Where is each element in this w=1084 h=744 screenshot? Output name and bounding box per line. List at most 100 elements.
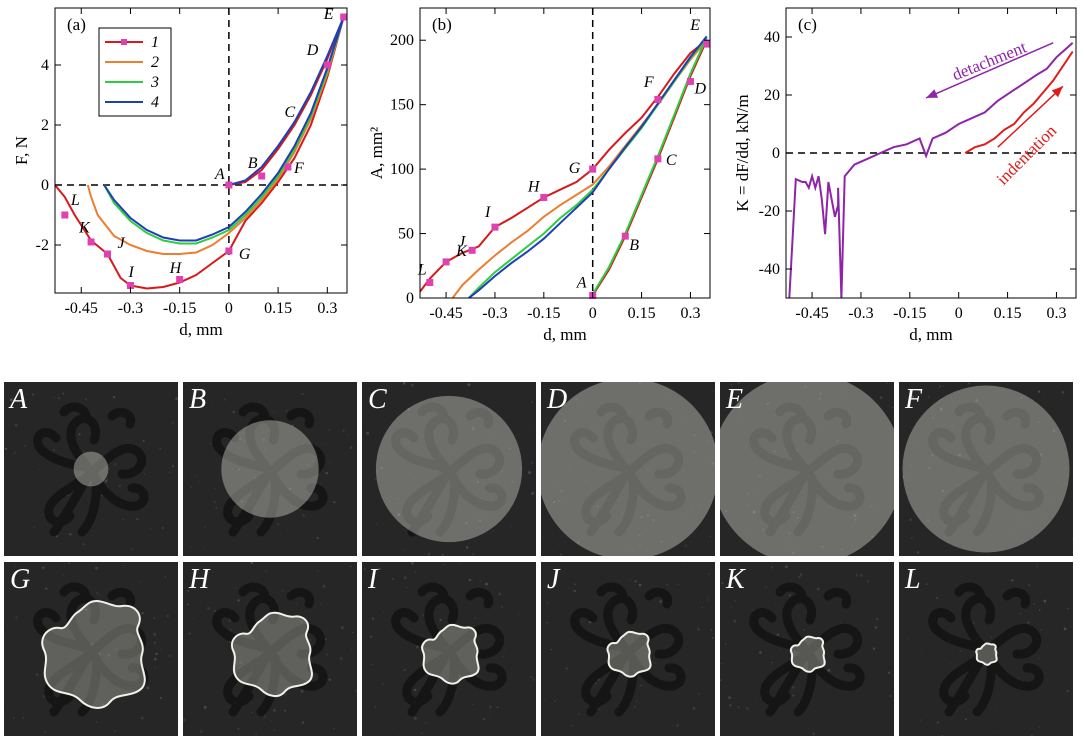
- data-marker: [87, 238, 95, 246]
- series-line-4: [468, 35, 708, 298]
- point-label-D: D: [693, 80, 706, 97]
- y-tick-label: -40: [759, 261, 780, 278]
- data-marker: [686, 77, 694, 85]
- x-tick-label: -0.15: [163, 300, 196, 317]
- photo-L: L: [899, 562, 1073, 736]
- x-tick-label: -0.45: [795, 305, 828, 322]
- y-axis-label: K = dF/dd, kN/m: [733, 94, 752, 211]
- point-label-E: E: [323, 6, 334, 23]
- y-tick-label: 4: [41, 57, 49, 74]
- data-marker: [225, 181, 233, 189]
- legend-entry-4: 4: [151, 94, 159, 111]
- y-axis-label: A, mm²: [367, 127, 386, 179]
- y-tick-label: 0: [772, 145, 780, 162]
- data-marker: [426, 279, 434, 287]
- specimen-pattern: [749, 402, 865, 537]
- data-marker: [589, 165, 597, 173]
- specimen-pattern: [391, 582, 507, 717]
- detachment-arrow: [925, 42, 1054, 99]
- point-label-A: A: [576, 274, 587, 291]
- photo-A: A: [4, 382, 178, 556]
- specimen-pattern: [928, 582, 1044, 717]
- y-tick-label: -2: [36, 237, 49, 254]
- photo-E: E: [720, 382, 894, 556]
- x-tick-label: 0.3: [317, 300, 337, 317]
- y-tick-label: 0: [406, 290, 414, 307]
- data-marker: [654, 96, 662, 104]
- point-label-D: D: [306, 42, 319, 59]
- legend-marker: [121, 39, 127, 45]
- legend-entry-1: 1: [151, 34, 159, 51]
- y-tick-label: 100: [390, 161, 414, 178]
- x-axis-label: d, mm: [909, 325, 952, 344]
- data-marker: [103, 250, 111, 258]
- photo-image: [4, 562, 178, 736]
- contact-disk: [720, 382, 894, 556]
- point-label-G: G: [569, 160, 581, 177]
- series-line-detachment: [788, 42, 1074, 298]
- contact-region: [41, 600, 146, 709]
- point-label-K: K: [455, 243, 468, 260]
- contact-region: [231, 611, 313, 698]
- y-tick-label: 150: [390, 97, 414, 114]
- photo-label: J: [547, 564, 560, 595]
- photo-image: [362, 382, 536, 556]
- plot-frame: [54, 7, 348, 294]
- photo-label: B: [189, 384, 207, 415]
- data-marker: [468, 246, 476, 254]
- point-label-L: L: [70, 192, 80, 209]
- specimen-pattern: [391, 402, 507, 537]
- series-line-3: [103, 16, 345, 245]
- contact-disk: [541, 382, 715, 556]
- data-marker: [176, 276, 184, 283]
- point-label-K: K: [78, 220, 91, 237]
- series-group: [420, 35, 708, 298]
- photo-H: H: [183, 562, 357, 736]
- photo-image: [362, 562, 536, 736]
- contact-disk: [902, 385, 1070, 553]
- x-axis-label: d, mm: [543, 325, 586, 344]
- photo-image: [541, 562, 715, 736]
- specimen-pattern: [33, 402, 149, 537]
- data-marker: [61, 211, 69, 219]
- data-marker: [323, 61, 331, 69]
- series-group: [788, 42, 1074, 298]
- panel-label: (b): [432, 15, 452, 34]
- data-marker: [284, 163, 292, 171]
- y-tick-label: 50: [398, 226, 414, 243]
- photo-image: [899, 382, 1073, 556]
- photo-K: K: [720, 562, 894, 736]
- point-label-F: F: [293, 160, 304, 177]
- x-tick-label: 0.3: [680, 305, 700, 322]
- photo-C: C: [362, 382, 536, 556]
- data-marker: [654, 155, 662, 163]
- data-marker: [225, 247, 233, 255]
- data-marker: [491, 223, 499, 231]
- photo-label: I: [368, 564, 378, 595]
- specimen-pattern: [212, 402, 328, 537]
- point-label-A: A: [214, 166, 225, 183]
- photo-label: A: [10, 384, 28, 415]
- point-label-H: H: [169, 260, 183, 277]
- detachment-arrowhead: [926, 89, 939, 98]
- x-tick-label: -0.3: [482, 305, 507, 322]
- plot-frame: [419, 7, 711, 299]
- contact-region: [421, 623, 480, 685]
- photo-B: B: [183, 382, 357, 556]
- photo-image: [899, 562, 1073, 736]
- point-label-B: B: [248, 155, 258, 172]
- x-tick-label: -0.3: [848, 305, 873, 322]
- contact-disk: [375, 395, 523, 543]
- photo-D: D: [541, 382, 715, 556]
- x-tick-label: 0: [225, 300, 233, 317]
- photo-label: E: [726, 384, 744, 415]
- point-label-L: L: [417, 262, 427, 279]
- data-marker: [703, 40, 711, 48]
- x-axis-label: d, mm: [179, 320, 222, 339]
- data-marker: [340, 13, 348, 21]
- data-marker: [540, 193, 548, 201]
- photo-label: H: [189, 564, 210, 595]
- legend-entry-2: 2: [151, 54, 159, 71]
- y-tick-label: 2: [41, 117, 49, 134]
